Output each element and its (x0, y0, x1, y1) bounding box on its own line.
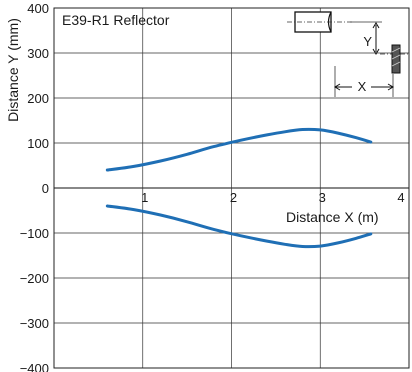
x-tick-label: 1 (141, 190, 148, 205)
y-axis-ticks: 400 300 200 100 0 −100 −200 −300 −400 (20, 1, 49, 372)
series-line (105, 204, 373, 249)
y-tick-label: 200 (27, 91, 49, 106)
x-axis-label: Distance X (m) (286, 209, 379, 225)
y-tick-label: 400 (27, 1, 49, 16)
grid-lines (54, 8, 409, 368)
x-tick-label: 3 (319, 190, 326, 205)
x-tick-label: 2 (230, 190, 237, 205)
reflector-hatch-2 (391, 54, 401, 60)
y-tick-label: −200 (20, 271, 49, 286)
x-tick-label: 4 (397, 190, 404, 205)
y-arrow-head-bottom-icon (372, 48, 380, 55)
plot-frame (53, 7, 410, 369)
y-tick-label: −300 (20, 316, 49, 331)
series-layer (105, 127, 373, 249)
y-tick-label: −100 (20, 226, 49, 241)
diagram-y-label: Y (363, 34, 372, 49)
y-tick-label: −400 (20, 361, 49, 372)
reflector-hatch-3 (391, 61, 401, 67)
y-tick-label: 100 (27, 136, 49, 151)
diagram-x-label: X (358, 79, 367, 94)
reflector-hatch-1 (391, 47, 401, 53)
y-axis-label: Distance Y (mm) (5, 18, 21, 122)
setup-diagram: Y X (287, 11, 410, 97)
y-tick-label: 300 (27, 46, 49, 61)
reflector-icon (391, 44, 401, 74)
x-arrow-head-left-icon (334, 83, 341, 91)
y-arrow-head-top-icon (372, 22, 380, 29)
y-tick-label: 0 (42, 181, 49, 196)
chart-title: E39-R1 Reflector (62, 12, 170, 28)
x-axis-ticks: 1 2 3 4 (141, 190, 404, 205)
series-line (105, 127, 373, 172)
x-arrow-head-right-icon (387, 83, 394, 91)
